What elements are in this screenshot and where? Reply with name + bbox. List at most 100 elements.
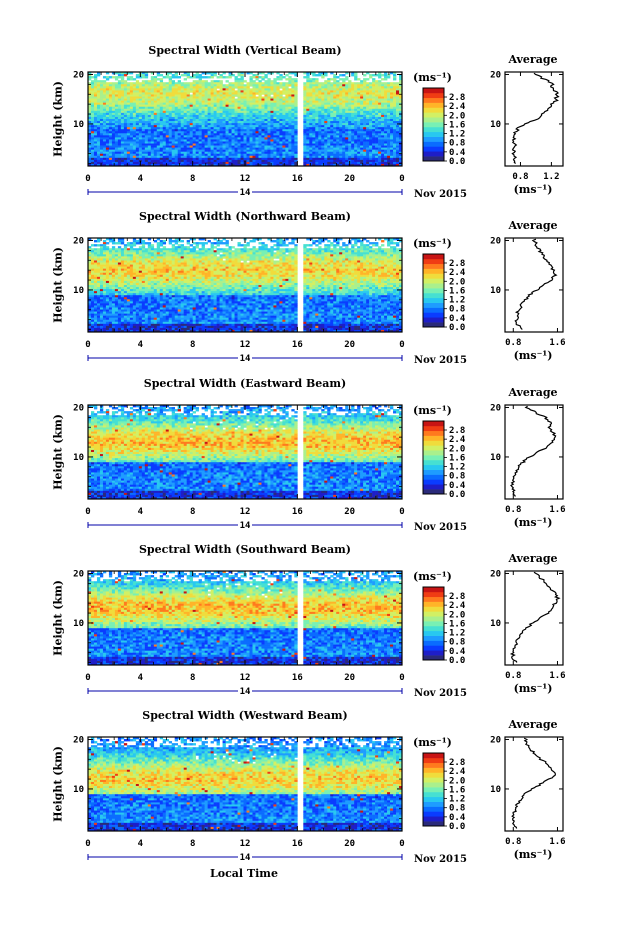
colorbar-tick-label: 2.0: [449, 277, 465, 287]
colorbar-swatch: [423, 801, 444, 807]
colorbar-tick-label: 0.8: [449, 472, 465, 482]
date-label-bg: [238, 686, 252, 695]
colorbar-tick-label: 0.4: [449, 481, 466, 491]
colorbar-swatch: [423, 92, 444, 99]
colorbar-swatch: [423, 796, 444, 802]
x-tick-label: 0: [399, 839, 404, 849]
colorbar-swatch: [423, 107, 444, 113]
colorbar-swatch: [423, 640, 444, 646]
colorbar-tick-label: 2.8: [449, 426, 465, 436]
colorbar-swatch: [423, 136, 444, 142]
average-title: Average: [508, 53, 557, 66]
average-profile-line: [514, 238, 558, 330]
colorbar-swatch: [423, 591, 444, 598]
colorbar-swatch: [423, 596, 444, 602]
x-tick-label: 8: [190, 340, 195, 350]
colorbar-tick-label: 0.8: [449, 305, 465, 315]
colorbar-unit: (ms⁻¹): [413, 570, 452, 583]
colorbar-tick-label: 2.8: [449, 592, 465, 602]
colorbar-swatch: [423, 767, 444, 773]
colorbar-tick-label: 1.2: [449, 629, 465, 639]
colorbar-swatch: [423, 450, 444, 456]
beam-panel-5: Spectral Width (Westward Beam) Height (km…: [0, 665, 621, 865]
colorbar-tick-label: 1.2: [449, 296, 465, 306]
x-tick-label: 4: [138, 174, 144, 184]
colorbar-swatch: [423, 258, 444, 265]
avg-y-tick-label: 20: [490, 735, 501, 745]
avg-x-tick-label: 0.8: [512, 172, 528, 182]
y-tick-label: 20: [73, 569, 84, 579]
x-tick-label: 8: [190, 839, 195, 849]
x-tick-label: 20: [344, 507, 355, 517]
x-tick-label: 16: [292, 839, 303, 849]
colorbar-tick-label: 0.0: [449, 656, 465, 666]
colorbar-tick-label: 0.0: [449, 490, 465, 500]
colorbar-swatch: [423, 464, 444, 470]
x-tick-label: 16: [292, 340, 303, 350]
colorbar-swatch: [423, 141, 444, 147]
colorbar-swatch: [423, 421, 444, 427]
x-tick-label: 16: [292, 673, 303, 683]
colorbar-unit: (ms⁻¹): [413, 404, 452, 417]
x-tick-label: 0: [399, 174, 404, 184]
colorbar-swatch: [423, 273, 444, 279]
colorbar-swatch: [423, 616, 444, 622]
date-label: Nov 2015: [414, 355, 467, 366]
x-tick-label: 8: [190, 673, 195, 683]
colorbar-tick-label: 2.4: [449, 435, 466, 445]
colorbar: [423, 587, 444, 661]
date-tick-label: 14: [240, 188, 251, 198]
colorbar-tick-label: 0.0: [449, 323, 465, 333]
x-tick-label: 12: [240, 340, 251, 350]
avg-x-tick-label: 1.6: [549, 837, 565, 847]
average-unit: (ms⁻¹): [514, 183, 553, 196]
colorbar-tick-label: 0.8: [449, 638, 465, 648]
colorbar-swatch: [423, 811, 444, 817]
heatmap-svg: 0 4 8 12 16 20 02010142.82.42.01.61.20.80.40.0…: [73, 70, 564, 198]
x-tick-label: 4: [138, 340, 144, 350]
colorbar-swatch: [423, 322, 444, 328]
y-tick-label: 10: [73, 619, 84, 629]
y-tick-label: 10: [73, 286, 84, 296]
colorbar: [423, 88, 444, 162]
colorbar-unit: (ms⁻¹): [413, 71, 452, 84]
average-unit: (ms⁻¹): [514, 848, 553, 861]
colorbar-tick-label: 2.8: [449, 758, 465, 768]
colorbar-tick-label: 2.4: [449, 601, 466, 611]
colorbar-tick-label: 2.0: [449, 776, 465, 786]
colorbar-tick-label: 1.6: [449, 120, 465, 130]
y-tick-label: 10: [73, 453, 84, 463]
panel-title: Spectral Width (Vertical Beam): [148, 44, 341, 57]
heatmap-svg: 0 4 8 12 16 20 02010142.82.42.01.61.20.80.40.0…: [73, 236, 565, 364]
colorbar-swatch: [423, 479, 444, 485]
beam-panel-3: Spectral Width (Eastward Beam) Height (km…: [0, 333, 621, 533]
x-tick-label: 0: [85, 174, 90, 184]
colorbar: [423, 753, 444, 827]
colorbar-tick-label: 0.0: [449, 822, 465, 832]
colorbar-swatch: [423, 317, 444, 323]
colorbar-swatch: [423, 278, 444, 284]
date-tick-label: 14: [240, 521, 251, 531]
x-tick-label: 12: [240, 507, 251, 517]
date-label-bg: [238, 353, 252, 362]
colorbar-swatch: [423, 97, 444, 103]
colorbar-tick-label: 1.6: [449, 785, 465, 795]
colorbar-swatch: [423, 126, 444, 133]
avg-y-tick-label: 20: [490, 403, 501, 413]
colorbar-swatch: [423, 650, 444, 656]
colorbar-swatch: [423, 625, 444, 632]
x-tick-label: 12: [240, 839, 251, 849]
colorbar-swatch: [423, 489, 444, 495]
heatmap-cells: [88, 737, 403, 832]
avg-y-tick-label: 20: [490, 236, 501, 246]
colorbar-tick-label: 1.6: [449, 286, 465, 296]
colorbar-swatch: [423, 587, 444, 593]
x-tick-label: 0: [85, 340, 90, 350]
y-tick-label: 20: [73, 403, 84, 413]
colorbar-tick-label: 1.6: [449, 619, 465, 629]
colorbar-swatch: [423, 430, 444, 436]
colorbar-swatch: [423, 621, 444, 627]
x-tick-label: 0: [85, 673, 90, 683]
colorbar-swatch: [423, 288, 444, 294]
colorbar-swatch: [423, 474, 444, 480]
